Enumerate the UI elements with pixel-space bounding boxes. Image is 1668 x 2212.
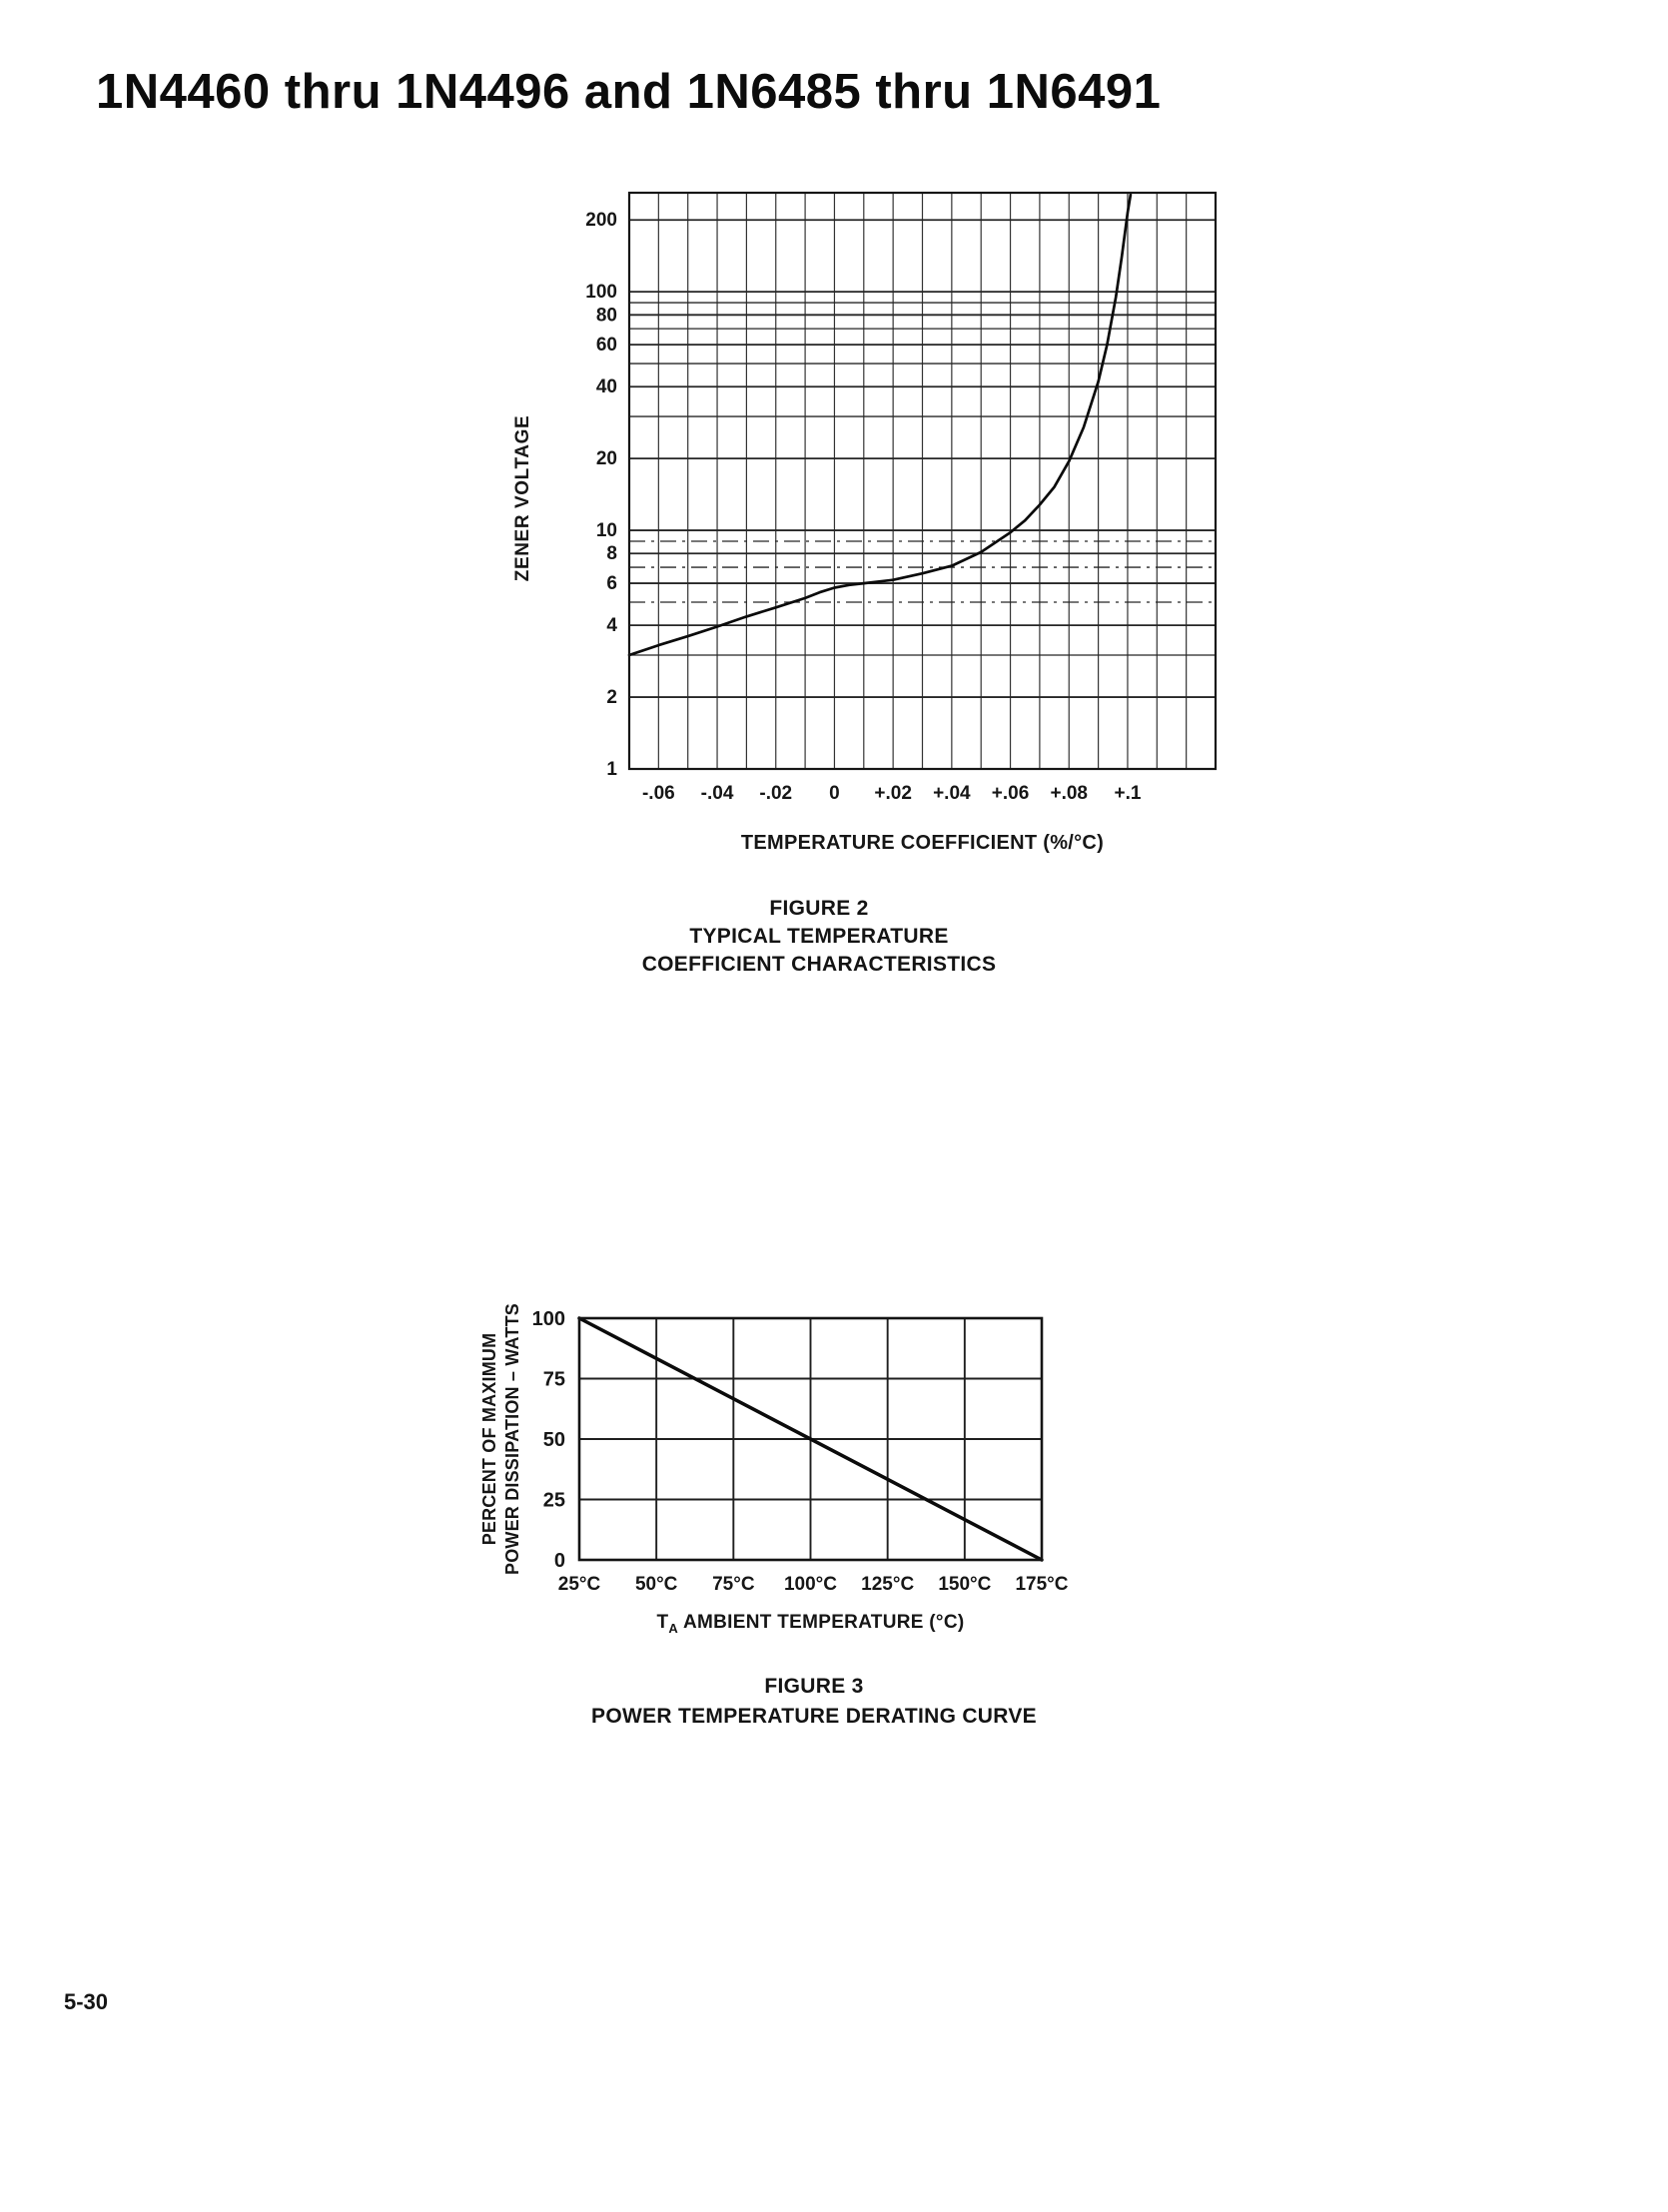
x-tick-label: +.04 xyxy=(933,783,971,804)
x-tick-label: +.1 xyxy=(1114,783,1141,804)
x-tick-label: -.04 xyxy=(701,783,734,804)
y-tick-label: 25 xyxy=(543,1490,565,1512)
x-tick-label: 125°C xyxy=(861,1574,914,1595)
y-tick-label: 200 xyxy=(585,210,617,231)
x-tick-label: 100°C xyxy=(784,1574,837,1595)
x-tick-label: +.02 xyxy=(874,783,912,804)
y-tick-label: 20 xyxy=(596,448,617,469)
y-tick-label: 1 xyxy=(606,759,617,780)
figure3-plot: 0 25 50 75 100 25°C 50°C 75°C 100°C 125°C 150°C 175… xyxy=(532,1308,1069,1595)
y-tick-label: 2 xyxy=(606,687,617,708)
y-tick-label: 100 xyxy=(585,282,617,303)
x-tick-label: -.02 xyxy=(759,783,792,804)
y-tick-label: 10 xyxy=(596,520,617,541)
x-tick-label: +.08 xyxy=(1050,783,1088,804)
plot-border xyxy=(627,191,1218,771)
x-tick-label: 175°C xyxy=(1015,1574,1068,1595)
page-number: 5-30 xyxy=(64,1989,109,2014)
figure2-caption-line: TYPICAL TEMPERATURE xyxy=(689,925,949,948)
y-tick-label: 50 xyxy=(543,1429,565,1451)
temperature-coefficient-curve xyxy=(627,193,1133,657)
figure3-caption-line: FIGURE 3 xyxy=(764,1675,864,1698)
y-tick-label: 4 xyxy=(606,615,617,636)
x-tick-label: 50°C xyxy=(635,1574,678,1595)
y-tick-label: 75 xyxy=(543,1369,565,1391)
y-tick-label: 80 xyxy=(596,305,617,326)
figure3-x-axis-label: TA AMBIENT TEMPERATURE (°C) xyxy=(559,1612,1062,1636)
figure2-caption-line: FIGURE 2 xyxy=(769,897,869,920)
x-tick-label: 75°C xyxy=(712,1574,755,1595)
x-tick-label: 150°C xyxy=(938,1574,991,1595)
y-tick-label: 6 xyxy=(606,573,617,594)
x-tick-label: 25°C xyxy=(558,1574,601,1595)
figure3-x-axis-label-subscript: A xyxy=(668,1620,679,1636)
page-title: 1N4460 thru 1N4496 and 1N6485 thru 1N649… xyxy=(96,65,1162,119)
y-tick-label: 40 xyxy=(596,376,617,397)
figure3-caption: FIGURE 3 POWER TEMPERATURE DERATING CURV… xyxy=(469,1672,1159,1732)
y-tick-label: 60 xyxy=(596,335,617,356)
y-tick-label: 8 xyxy=(606,543,617,564)
x-tick-label: 0 xyxy=(829,783,840,804)
derating-line xyxy=(577,1316,1044,1562)
x-tick-label: -.06 xyxy=(642,783,675,804)
plot-border xyxy=(577,1316,1044,1562)
figure3-x-axis-label-rest: AMBIENT TEMPERATURE (°C) xyxy=(678,1612,965,1633)
y-tick-label: 100 xyxy=(532,1308,565,1330)
x-tick-label: +.06 xyxy=(992,783,1030,804)
figure2-caption: FIGURE 2 TYPICAL TEMPERATURE COEFFICIENT… xyxy=(519,895,1119,979)
figure2-x-axis-label: TEMPERATURE COEFFICIENT (%/°C) xyxy=(740,832,1105,854)
figure3-x-axis-label-prefix: T xyxy=(656,1612,669,1633)
figure2-caption-line: COEFFICIENT CHARACTERISTICS xyxy=(641,953,997,976)
figure3-caption-line: POWER TEMPERATURE DERATING CURVE xyxy=(591,1705,1037,1728)
y-tick-label: 0 xyxy=(554,1550,565,1572)
